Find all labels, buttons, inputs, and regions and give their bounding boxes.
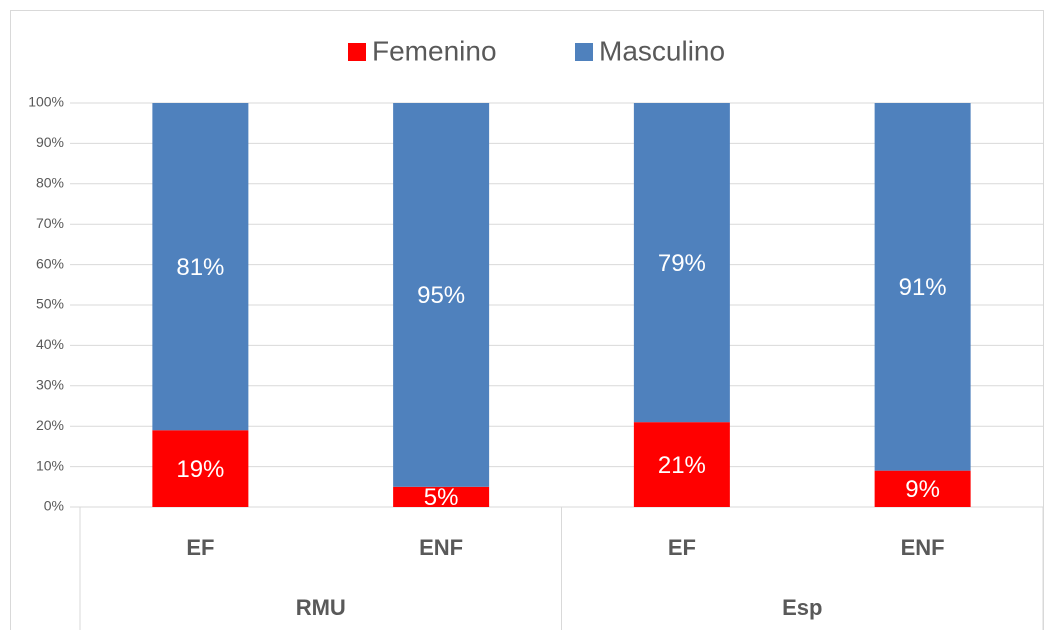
- x-tick-label: ENF: [419, 535, 463, 560]
- data-label: 5%: [424, 484, 459, 511]
- data-label: 19%: [176, 456, 224, 483]
- data-label: 81%: [176, 254, 224, 281]
- bar-segment: [874, 470, 971, 507]
- data-label: 79%: [658, 250, 706, 277]
- y-tick-label: 0%: [44, 498, 64, 514]
- group-label: Esp: [782, 595, 822, 620]
- y-tick-label: 20%: [36, 417, 64, 433]
- group-label: RMU: [296, 595, 346, 620]
- legend-swatch: [348, 43, 366, 61]
- y-tick-label: 10%: [36, 457, 64, 473]
- data-label: 21%: [658, 452, 706, 479]
- x-tick-label: ENF: [901, 535, 945, 560]
- y-tick-label: 30%: [36, 377, 64, 393]
- legend-swatch: [575, 43, 593, 61]
- y-tick-label: 50%: [36, 296, 64, 312]
- legend-label: Masculino: [599, 35, 725, 66]
- legend-label: Femenino: [372, 35, 497, 66]
- bar-segment: [393, 486, 490, 507]
- y-tick-label: 90%: [36, 134, 64, 150]
- bar-segment: [633, 103, 730, 423]
- y-tick-label: 70%: [36, 215, 64, 231]
- bar-segment: [152, 103, 249, 431]
- y-tick-label: 40%: [36, 336, 64, 352]
- y-tick-label: 60%: [36, 255, 64, 271]
- data-label: 95%: [417, 282, 465, 309]
- y-tick-label: 100%: [28, 94, 64, 110]
- data-label: 91%: [899, 274, 947, 301]
- x-tick-label: EF: [668, 535, 696, 560]
- bar-segment: [633, 422, 730, 507]
- data-label: 9%: [905, 476, 940, 503]
- bar-segment: [874, 103, 971, 471]
- bar-segment: [393, 103, 490, 487]
- x-tick-label: EF: [186, 535, 214, 560]
- y-tick-label: 80%: [36, 175, 64, 191]
- bar-segment: [152, 430, 249, 507]
